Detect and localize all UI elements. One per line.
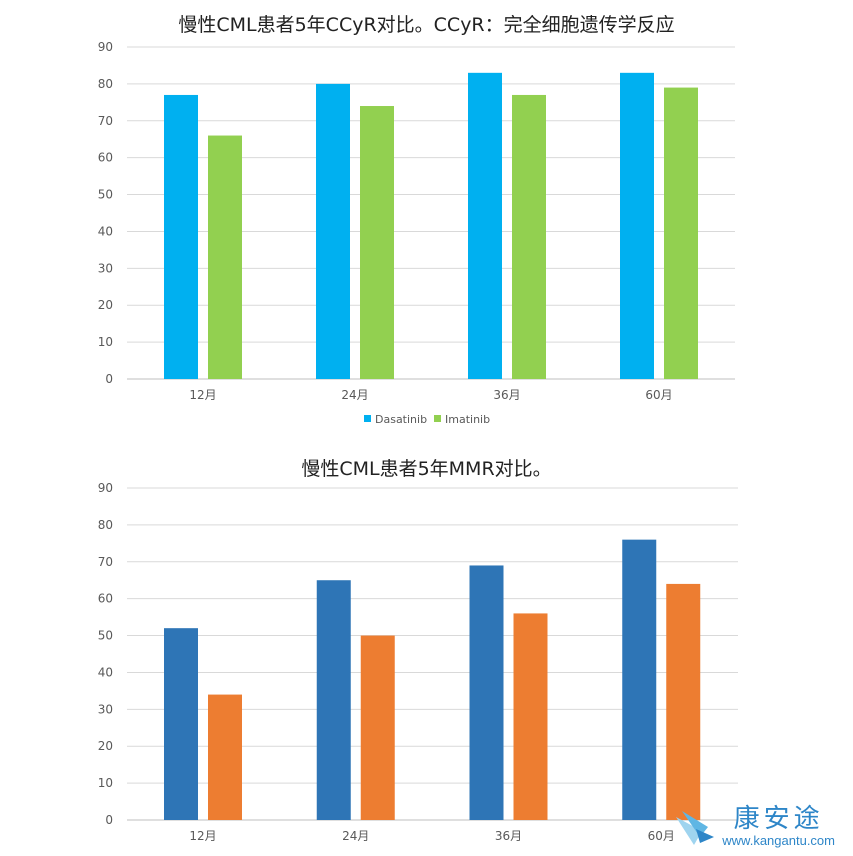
bar-imatinib-1 xyxy=(208,694,242,820)
y-tick-label: 0 xyxy=(105,372,113,386)
legend-label: Dasatinib xyxy=(375,854,427,856)
x-tick-label: 24月 xyxy=(341,388,368,402)
bar-dasatinib-1 xyxy=(164,94,198,379)
x-tick-label: 60月 xyxy=(645,388,672,402)
chart-title: 慢性CML患者5年CCyR对比。CCyR：完全细胞遗传学反应 xyxy=(178,14,675,36)
y-tick-label: 60 xyxy=(98,592,113,606)
bar-dasatinib-3 xyxy=(468,72,502,380)
bird-logo-icon xyxy=(676,810,715,845)
watermark-url: www.kangantu.com xyxy=(722,833,835,848)
x-tick-label: 36月 xyxy=(495,829,522,843)
bar-imatinib-3 xyxy=(512,94,546,379)
bar-imatinib-4 xyxy=(666,583,701,820)
chart-ccyr-plot: 0 10 20 30 40 50 60 70 80 90 12月 24月 36月 60月 Dasatinib… xyxy=(98,40,735,426)
chart-mmr-plot: 0 10 20 30 40 50 60 70 80 90 12月 24月 36月 60月 Dasatinib… xyxy=(98,481,738,856)
bar-dasatinib-4 xyxy=(620,72,654,380)
bar-imatinib-2 xyxy=(360,635,395,820)
bar-dasatinib-3 xyxy=(469,565,504,820)
y-tick-label: 40 xyxy=(98,665,113,679)
bar-dasatinib-1 xyxy=(164,628,198,820)
x-tick-label: 36月 xyxy=(493,388,520,402)
y-tick-label: 70 xyxy=(98,555,113,569)
x-tick-label: 60月 xyxy=(648,829,675,843)
y-tick-label: 50 xyxy=(98,188,113,202)
y-tick-label: 30 xyxy=(98,261,113,275)
x-tick-label: 12月 xyxy=(189,829,216,843)
watermark-logo: 康安途 www.kangantu.com xyxy=(674,805,835,848)
y-tick-label: 0 xyxy=(105,813,113,827)
chart-mmr: 慢性CML患者5年MMR对比。 0 10 20 30 40 50 60 70 80 90 12月 24… xyxy=(0,440,853,856)
bar-imatinib-2 xyxy=(360,106,394,380)
x-tick-label: 24月 xyxy=(342,829,369,843)
y-tick-label: 80 xyxy=(98,77,113,91)
bar-dasatinib-2 xyxy=(316,83,350,379)
chart-title: 慢性CML患者5年MMR对比。 xyxy=(301,458,552,480)
x-tick-label: 12月 xyxy=(189,388,216,402)
y-tick-label: 40 xyxy=(98,224,113,238)
legend-swatch xyxy=(364,415,371,422)
bar-imatinib-1 xyxy=(208,135,242,379)
bar-dasatinib-2 xyxy=(316,580,351,820)
y-tick-label: 80 xyxy=(98,518,113,532)
bar-imatinib-4 xyxy=(664,87,698,380)
y-tick-label: 70 xyxy=(98,114,113,128)
chart-ccyr: 慢性CML患者5年CCyR对比。CCyR：完全细胞遗传学反应 0 10 20 30 40… xyxy=(98,14,735,426)
bar-imatinib-3 xyxy=(513,613,548,820)
legend-swatch xyxy=(434,415,441,422)
y-tick-label: 10 xyxy=(98,776,113,790)
legend-label: Dasatinib xyxy=(375,413,427,426)
legend-label: Imatinib xyxy=(445,854,490,856)
y-tick-label: 90 xyxy=(98,481,113,495)
y-tick-label: 20 xyxy=(98,298,113,312)
y-tick-label: 60 xyxy=(98,151,113,165)
y-tick-label: 20 xyxy=(98,739,113,753)
y-tick-label: 90 xyxy=(98,40,113,54)
legend-label: Imatinib xyxy=(445,413,490,426)
watermark-name: 康安途 xyxy=(733,804,824,834)
y-tick-label: 30 xyxy=(98,702,113,716)
y-tick-label: 50 xyxy=(98,629,113,643)
y-tick-label: 10 xyxy=(98,335,113,349)
bar-dasatinib-4 xyxy=(622,539,657,820)
